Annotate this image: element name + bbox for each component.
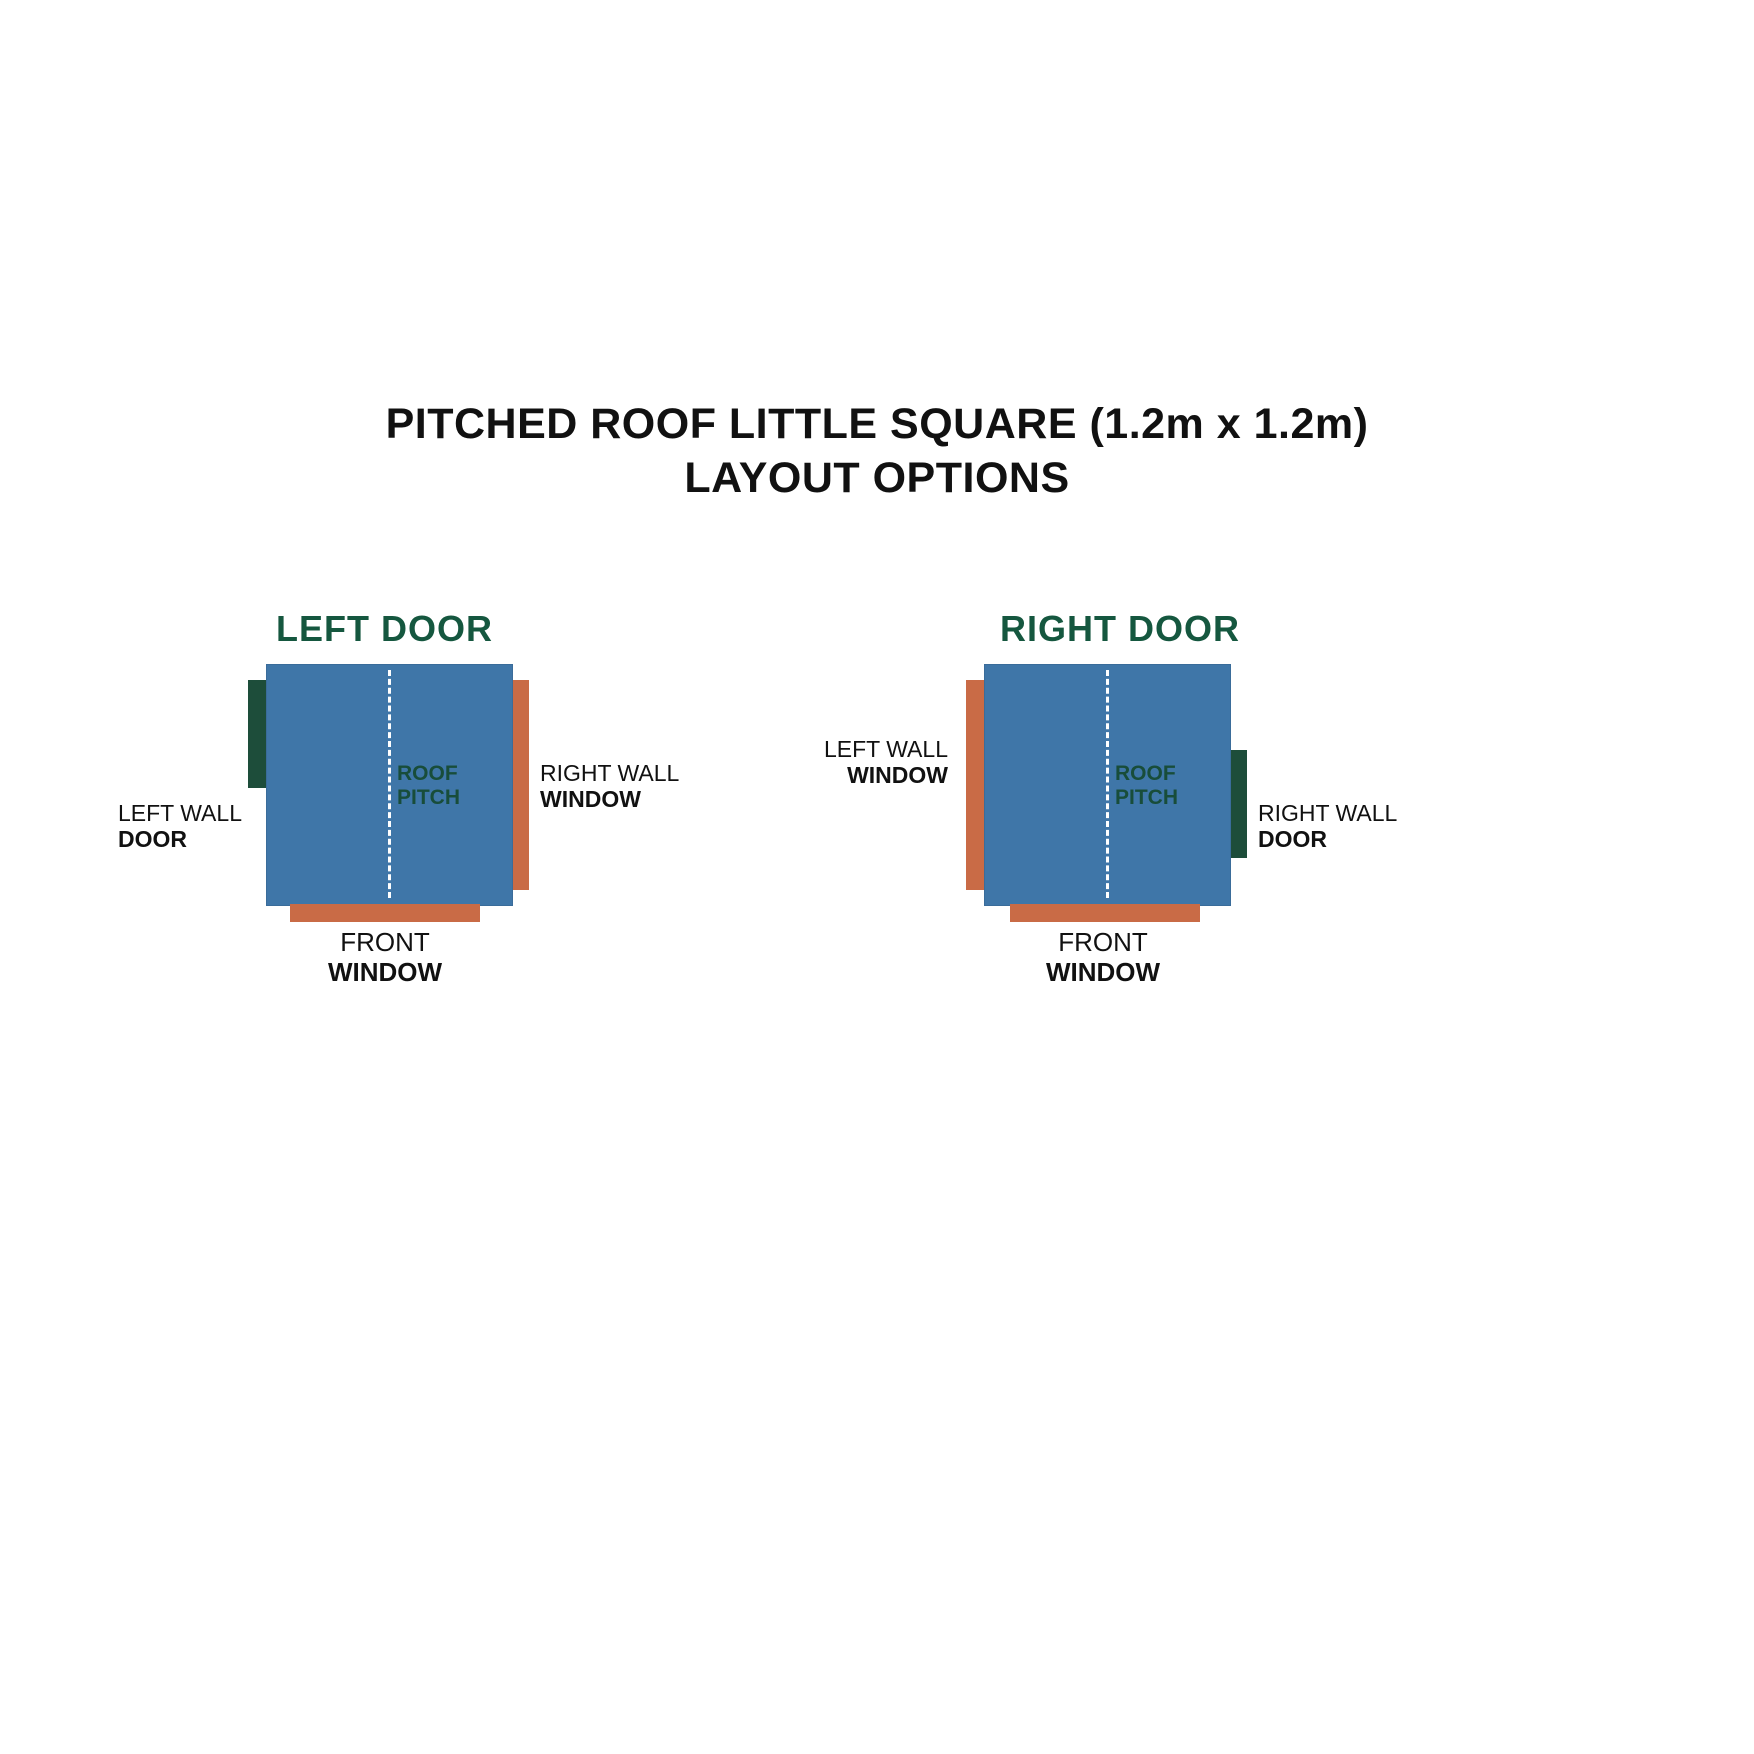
left-left-wall-callout: LEFT WALL DOOR — [118, 800, 242, 853]
left-pitch-label-l1: ROOF — [397, 762, 458, 785]
front-label-l1: FRONT — [300, 928, 470, 958]
callout-line2: DOOR — [118, 826, 242, 852]
page-title: PITCHED ROOF LITTLE SQUARE (1.2m x 1.2m)… — [0, 398, 1754, 506]
right-front-label: FRONT WINDOW — [1018, 928, 1188, 988]
page: { "title_line1": "PITCHED ROOF LITTLE SQ… — [0, 0, 1754, 1754]
callout-line1: LEFT WALL — [824, 736, 948, 762]
left-pitch-label-l2: PITCH — [397, 786, 460, 809]
option-title-left: LEFT DOOR — [276, 608, 493, 650]
front-label-l1: FRONT — [1018, 928, 1188, 958]
left-front-window-bar — [290, 904, 480, 922]
right-left-window-bar — [966, 680, 984, 890]
callout-line2: WINDOW — [824, 762, 948, 788]
right-pitch-label: ROOF PITCH — [1115, 762, 1178, 810]
right-pitch-label-l2: PITCH — [1115, 786, 1178, 809]
left-right-wall-callout: RIGHT WALL WINDOW — [540, 760, 679, 813]
option-title-right: RIGHT DOOR — [1000, 608, 1240, 650]
callout-line2: DOOR — [1258, 826, 1397, 852]
page-title-line2: LAYOUT OPTIONS — [0, 452, 1754, 506]
front-label-l2: WINDOW — [1018, 958, 1188, 988]
right-door-bar — [1229, 750, 1247, 858]
right-pitch-line — [1106, 670, 1109, 898]
left-right-window-bar — [511, 680, 529, 890]
right-pitch-label-l1: ROOF — [1115, 762, 1176, 785]
right-front-window-bar — [1010, 904, 1200, 922]
right-right-wall-callout: RIGHT WALL DOOR — [1258, 800, 1397, 853]
left-door-bar — [248, 680, 266, 788]
callout-line1: LEFT WALL — [118, 800, 242, 826]
left-pitch-label: ROOF PITCH — [397, 762, 460, 810]
callout-line1: RIGHT WALL — [540, 760, 679, 786]
callout-line1: RIGHT WALL — [1258, 800, 1397, 826]
left-front-label: FRONT WINDOW — [300, 928, 470, 988]
front-label-l2: WINDOW — [300, 958, 470, 988]
callout-line2: WINDOW — [540, 786, 679, 812]
page-title-line1: PITCHED ROOF LITTLE SQUARE (1.2m x 1.2m) — [0, 398, 1754, 452]
right-left-wall-callout: LEFT WALL WINDOW — [824, 736, 948, 789]
left-pitch-line — [388, 670, 391, 898]
